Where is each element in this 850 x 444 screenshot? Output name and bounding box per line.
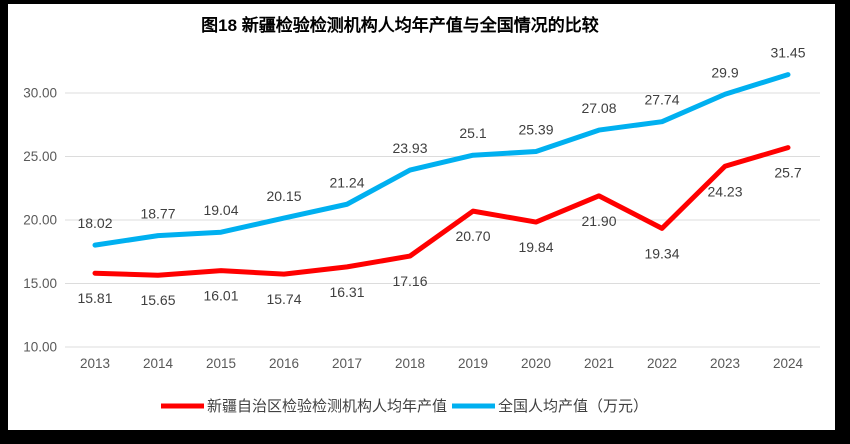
y-axis-tick-label: 25.00: [23, 149, 57, 164]
xinjiang-data-label: 20.70: [455, 228, 490, 244]
xinjiang-data-label: 17.16: [392, 273, 427, 289]
xinjiang-data-label: 25.7: [774, 165, 801, 181]
xinjiang-data-label: 16.31: [329, 284, 364, 300]
series-lines: [92, 72, 791, 278]
national-data-label: 27.08: [581, 100, 616, 116]
xinjiang-data-label: 15.74: [266, 291, 301, 307]
chart-title: 图18 新疆检验检测机构人均年产值与全国情况的比较: [201, 15, 599, 35]
national-data-label: 20.15: [266, 188, 301, 204]
data-labels: 15.81 15.65 16.01 15.74 16.31 17.16 20.70 19.84…: [77, 45, 805, 309]
x-axis-tick-label: 2018: [395, 356, 425, 371]
national-data-label: 18.77: [140, 206, 175, 222]
x-axis-tick-label: 2020: [521, 356, 551, 371]
legend-label-national: 全国人均产值（万元）: [498, 397, 648, 415]
xinjiang-data-label: 19.34: [644, 245, 679, 261]
national-series-line: [92, 72, 791, 248]
xinjiang-data-label: 21.90: [581, 213, 616, 229]
x-axis-tick-label: 2014: [143, 356, 174, 371]
x-axis-tick-label: 2013: [80, 356, 110, 371]
national-data-label: 21.24: [329, 174, 364, 190]
x-axis-tick-label: 2022: [647, 356, 677, 371]
x-axis-tick-label: 2017: [332, 356, 362, 371]
xinjiang-data-label: 15.65: [140, 292, 175, 308]
xinjiang-data-label: 24.23: [707, 183, 742, 199]
national-data-label: 25.1: [459, 125, 486, 141]
national-data-label: 27.74: [644, 92, 679, 108]
y-axis-labels: 10.00 15.00 20.00 25.00 30.00: [23, 86, 57, 355]
xinjiang-data-label: 15.81: [77, 290, 112, 306]
national-data-label: 29.9: [711, 64, 738, 80]
y-axis-tick-label: 30.00: [23, 86, 57, 101]
x-axis-tick-label: 2024: [773, 356, 804, 371]
x-axis-tick-label: 2019: [458, 356, 488, 371]
national-data-label: 25.39: [518, 122, 553, 138]
y-axis-tick-label: 10.00: [23, 340, 57, 355]
y-axis-tick-label: 15.00: [23, 276, 57, 291]
xinjiang-series-line: [92, 145, 791, 278]
national-data-label: 31.45: [770, 45, 805, 61]
xinjiang-data-label: 19.84: [518, 239, 553, 255]
x-axis-tick-label: 2023: [710, 356, 740, 371]
x-axis-tick-label: 2021: [584, 356, 614, 371]
y-axis-tick-label: 20.00: [23, 213, 57, 228]
national-data-label: 23.93: [392, 140, 427, 156]
legend: 新疆自治区检验检测机构人均年产值 全国人均产值（万元）: [161, 397, 648, 415]
national-data-label: 19.04: [203, 202, 238, 218]
national-data-label: 18.02: [77, 215, 112, 231]
x-axis-tick-label: 2015: [206, 356, 236, 371]
x-axis-labels: 2013 2014 2015 2016 2017 2018 2019 2020 2021 2022…: [80, 356, 804, 371]
x-axis-tick-label: 2016: [269, 356, 299, 371]
gridlines: [65, 92, 820, 348]
xinjiang-data-label: 16.01: [203, 288, 238, 304]
legend-label-xinjiang: 新疆自治区检验检测机构人均年产值: [207, 398, 447, 415]
line-chart: 图18 新疆检验检测机构人均年产值与全国情况的比较 10.00 15.00 20.0…: [23, 15, 820, 415]
